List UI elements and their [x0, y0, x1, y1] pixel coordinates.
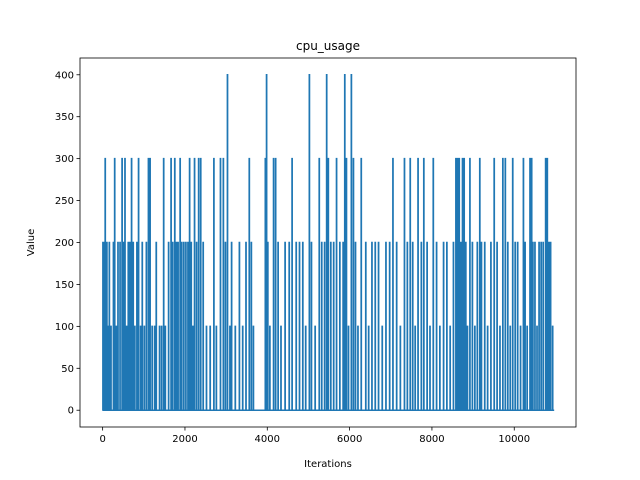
x-tick-label: 4000 — [255, 434, 280, 445]
y-tick-label: 250 — [55, 196, 74, 207]
plot-area — [102, 74, 555, 411]
x-tick-label: 8000 — [419, 434, 444, 445]
y-tick-label: 0 — [68, 406, 74, 417]
y-tick-label: 200 — [55, 238, 74, 249]
y-tick-label: 150 — [55, 280, 74, 291]
y-tick-label: 300 — [55, 154, 74, 165]
y-axis-label: Value — [26, 229, 37, 256]
chart-title: cpu_usage — [296, 39, 360, 53]
x-tick-label: 0 — [99, 434, 105, 445]
x-axis: 0 2000 4000 6000 8000 10000 — [99, 427, 530, 445]
y-tick-label: 400 — [55, 70, 74, 81]
y-axis: 0 50 100 150 200 250 300 350 400 — [55, 70, 80, 417]
cpu-usage-series-line — [102, 74, 555, 411]
x-tick-label: 10000 — [498, 434, 530, 445]
x-axis-label: Iterations — [304, 459, 352, 470]
y-tick-label: 350 — [55, 112, 74, 123]
x-tick-label: 2000 — [172, 434, 197, 445]
x-tick-label: 6000 — [337, 434, 362, 445]
y-tick-label: 100 — [55, 322, 74, 333]
y-tick-label: 50 — [61, 364, 74, 375]
